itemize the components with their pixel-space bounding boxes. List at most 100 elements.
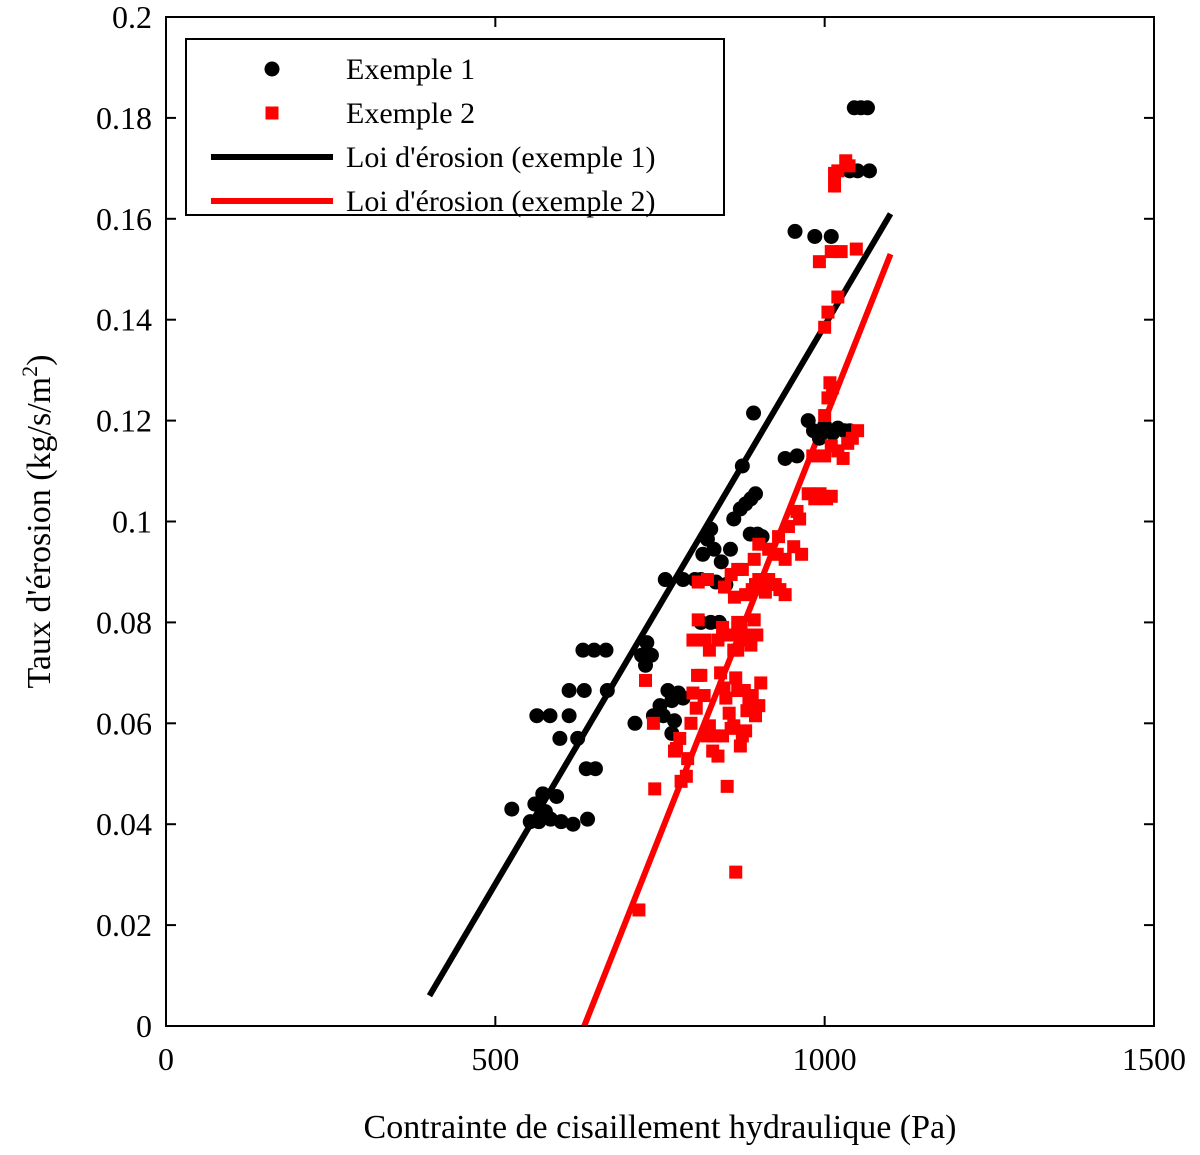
data-point-example-2 — [750, 628, 764, 642]
data-point-example-2 — [806, 449, 820, 463]
y-tick-label: 0.16 — [96, 201, 152, 237]
data-point-example-1 — [746, 405, 762, 421]
series-layer — [426, 100, 894, 1028]
data-point-example-2 — [689, 701, 703, 715]
series-example-2 — [632, 154, 865, 917]
data-point-example-2 — [824, 489, 838, 503]
data-point-example-1 — [598, 642, 614, 658]
data-point-example-2 — [729, 865, 743, 879]
data-point-example-1 — [504, 801, 520, 817]
y-tick-label: 0.08 — [96, 604, 152, 640]
data-point-example-2 — [722, 706, 736, 720]
data-point-example-2 — [758, 585, 772, 599]
data-point-example-2 — [836, 451, 850, 465]
data-point-example-2 — [842, 159, 856, 173]
data-point-example-2 — [684, 716, 698, 730]
data-point-example-2 — [639, 673, 653, 687]
data-point-example-2 — [740, 628, 754, 642]
data-point-example-2 — [720, 779, 734, 793]
data-point-example-2 — [747, 552, 761, 566]
x-tick-label: 500 — [471, 1041, 519, 1077]
data-point-example-1 — [807, 228, 823, 244]
data-point-example-2 — [812, 255, 826, 269]
data-point-example-2 — [739, 724, 753, 738]
y-tick-label: 0.06 — [96, 705, 152, 741]
data-point-example-2 — [697, 689, 711, 703]
data-point-example-1 — [586, 642, 602, 658]
data-point-example-2 — [781, 520, 795, 534]
data-point-example-2 — [818, 320, 832, 334]
data-point-example-2 — [749, 709, 763, 723]
data-point-example-2 — [719, 691, 733, 705]
data-point-example-2 — [818, 409, 832, 423]
data-point-example-2 — [754, 676, 768, 690]
data-point-example-2 — [831, 290, 845, 304]
erosion-law-line-example-1 — [426, 212, 894, 998]
data-point-example-2 — [686, 686, 700, 700]
x-tick-label: 0 — [158, 1041, 174, 1077]
data-point-example-2 — [727, 590, 741, 604]
data-point-example-1 — [787, 223, 803, 239]
data-point-example-1 — [527, 796, 543, 812]
data-point-example-2 — [733, 739, 747, 753]
data-point-example-2 — [669, 742, 683, 756]
data-point-example-1 — [666, 713, 682, 729]
data-point-example-1 — [552, 730, 568, 746]
data-point-example-2 — [744, 638, 758, 652]
legend-marker-example-2 — [265, 106, 279, 120]
data-point-example-1 — [657, 572, 673, 588]
data-point-example-1 — [789, 448, 805, 464]
data-point-example-2 — [646, 716, 660, 730]
y-tick-label: 0.1 — [112, 504, 152, 540]
data-point-example-2 — [818, 449, 832, 463]
data-point-example-2 — [632, 903, 646, 917]
data-point-example-2 — [793, 512, 807, 526]
data-point-example-1 — [695, 546, 711, 562]
data-point-example-1 — [639, 635, 655, 651]
data-point-example-1 — [599, 683, 615, 699]
legend-label: Loi d'érosion (exemple 1) — [346, 141, 655, 174]
data-point-example-1 — [734, 458, 750, 474]
y-axis-label-superscript: 2 — [17, 366, 42, 377]
x-tick-label: 1000 — [793, 1041, 857, 1077]
data-point-example-2 — [824, 245, 838, 259]
y-tick-label: 0 — [136, 1008, 152, 1044]
data-point-example-2 — [745, 689, 759, 703]
legend: Exemple 1 Exemple 2 Loi d'érosion (exemple… — [185, 38, 725, 218]
data-point-example-1 — [777, 450, 793, 466]
data-point-example-2 — [772, 530, 786, 544]
data-point-example-1 — [561, 683, 577, 699]
data-point-example-1 — [748, 486, 764, 502]
data-point-example-2 — [849, 242, 863, 256]
data-point-example-1 — [811, 430, 827, 446]
legend-marker-example-1 — [264, 61, 280, 77]
data-point-example-1 — [575, 642, 591, 658]
data-point-example-1 — [561, 708, 577, 724]
data-point-example-2 — [752, 699, 766, 713]
data-point-example-2 — [831, 164, 845, 178]
data-point-example-2 — [747, 613, 761, 627]
x-axis-label: Contrainte de cisaillement hydraulique (… — [364, 1109, 957, 1146]
data-point-example-1 — [823, 228, 839, 244]
data-point-example-2 — [702, 643, 716, 657]
data-point-example-2 — [679, 769, 693, 783]
data-point-example-2 — [681, 752, 695, 766]
data-point-example-2 — [698, 633, 712, 647]
data-point-example-2 — [752, 537, 766, 551]
x-tick-label: 1500 — [1122, 1041, 1186, 1077]
data-point-example-2 — [727, 643, 741, 657]
data-point-example-2 — [724, 628, 738, 642]
data-point-example-1 — [675, 572, 691, 588]
data-point-example-1 — [627, 715, 643, 731]
data-point-example-2 — [851, 424, 865, 438]
legend-label: Exemple 2 — [346, 97, 475, 130]
data-point-example-2 — [795, 547, 809, 561]
data-point-example-2 — [821, 305, 835, 319]
data-point-example-1 — [576, 683, 592, 699]
data-point-example-2 — [718, 580, 732, 594]
data-point-example-2 — [717, 681, 731, 695]
data-point-example-2 — [826, 381, 840, 395]
data-point-example-2 — [729, 671, 743, 685]
data-point-example-2 — [735, 562, 749, 576]
